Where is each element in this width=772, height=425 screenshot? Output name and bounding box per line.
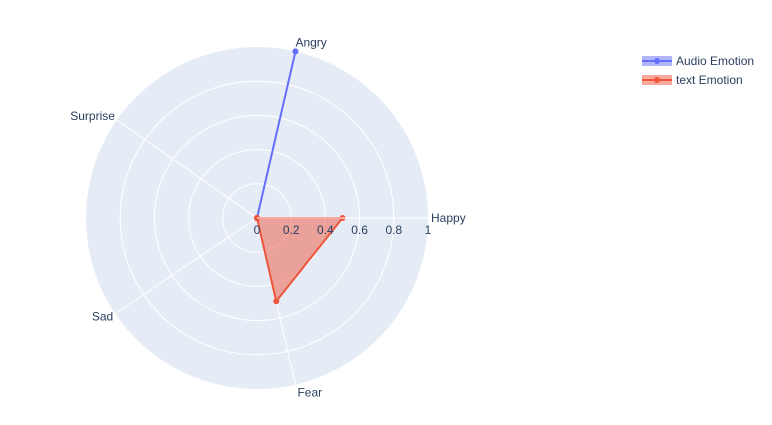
- data-point-text-emotion-fear: [273, 298, 280, 305]
- angular-grid-line-surprise: [116, 119, 258, 219]
- axis-label-sad: Sad: [92, 310, 113, 324]
- legend: Audio Emotion text Emotion: [642, 54, 754, 87]
- axis-label-fear: Fear: [297, 386, 322, 400]
- axis-label-happy: Happy: [431, 211, 466, 225]
- legend-label: Audio Emotion: [676, 54, 754, 68]
- angular-grid-line-sad: [114, 217, 258, 315]
- axis-labels: Happy Angry Surprise Sad Fear: [70, 35, 465, 399]
- legend-swatch-marker: [654, 58, 660, 64]
- axis-label-surprise: Surprise: [70, 109, 115, 123]
- legend-swatch-marker: [654, 77, 660, 83]
- radial-tick-label: 0: [254, 223, 261, 237]
- radial-tick-label: 0.4: [317, 223, 334, 237]
- legend-label: text Emotion: [676, 73, 743, 87]
- radial-tick-label: 0.6: [351, 223, 368, 237]
- radial-tick-label: 0.8: [385, 223, 402, 237]
- data-point-audio-emotion-angry: [292, 48, 299, 55]
- legend-item-text-emotion[interactable]: text Emotion: [642, 73, 743, 87]
- radial-tick-label: 0.2: [283, 223, 300, 237]
- legend-item-audio-emotion[interactable]: Audio Emotion: [642, 54, 754, 68]
- radial-ticks: 0 0.2 0.4 0.6 0.8 1: [254, 217, 432, 237]
- axis-label-angry: Angry: [295, 35, 326, 49]
- radial-tick-label: 1: [425, 223, 432, 237]
